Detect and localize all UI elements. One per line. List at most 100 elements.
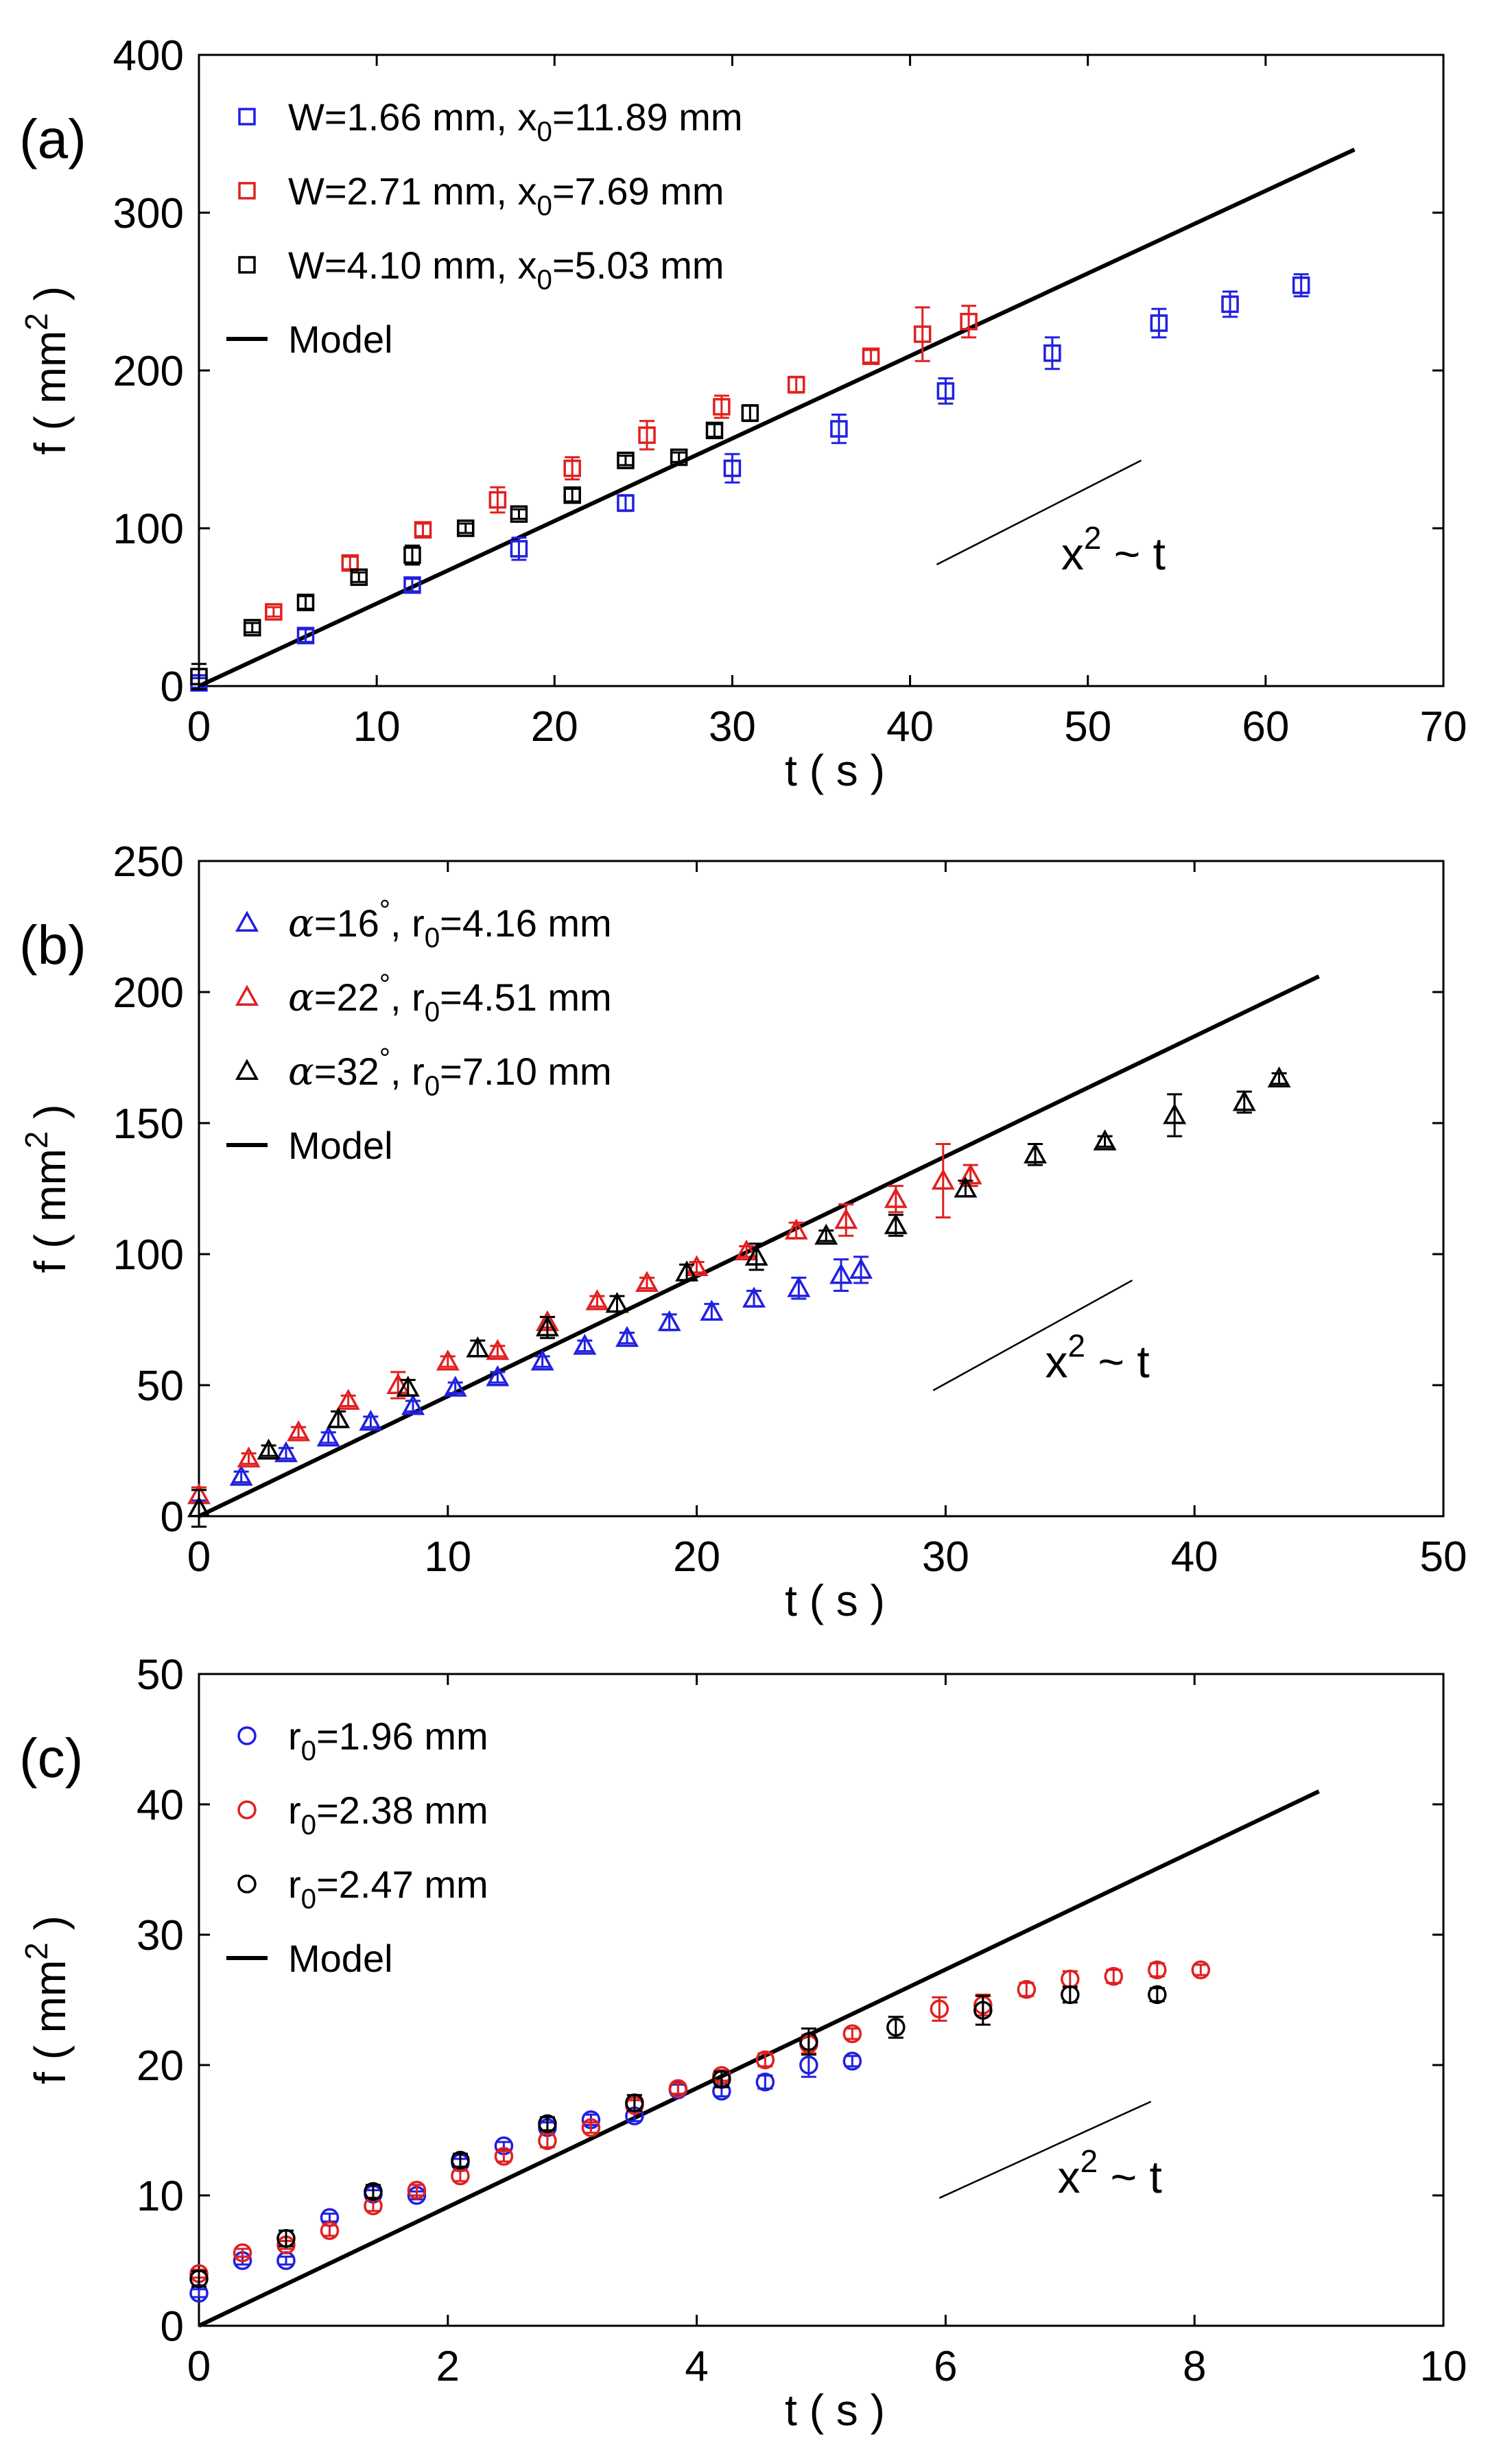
y-tick-label: 200: [113, 969, 184, 1017]
data-point: [605, 1291, 629, 1313]
data-point: [744, 1245, 768, 1266]
y-tick-label: 50: [137, 1651, 184, 1699]
data-point: [1150, 314, 1168, 332]
y-tick-label: 200: [113, 348, 184, 395]
data-point: [189, 2269, 209, 2289]
data-point: [466, 1336, 490, 1358]
legend-entry-2: W=2.71 mm, x0​=7.69 mm: [288, 169, 724, 222]
series-3: [190, 404, 759, 691]
data-point: [436, 1349, 460, 1371]
x-tick-label: 70: [1420, 703, 1467, 751]
data-point: [494, 2147, 514, 2166]
data-point: [936, 382, 955, 400]
data-point: [274, 1441, 298, 1463]
data-point: [1148, 1985, 1167, 2005]
data-point: [581, 2118, 601, 2137]
data-point: [538, 2114, 557, 2134]
data-point: [1221, 295, 1239, 314]
data-point: [638, 426, 656, 445]
x-tick-label: 30: [922, 1533, 969, 1581]
y-axis-label: f ( mm2 ): [19, 286, 75, 455]
x-tick-label: 2: [436, 2343, 460, 2390]
data-point: [700, 1299, 724, 1321]
data-point: [563, 459, 581, 478]
data-point: [954, 1176, 978, 1198]
scaling-guide-line: [936, 459, 1142, 566]
y-tick-label: 40: [137, 1782, 184, 1829]
legend-marker: [235, 910, 259, 932]
x-tick-label: 8: [1183, 2343, 1206, 2390]
model-line: [198, 974, 1320, 1518]
panel-label: (b): [19, 915, 86, 976]
data-point: [316, 1425, 340, 1447]
data-point: [712, 2070, 731, 2089]
model-line: [198, 148, 1356, 688]
data-point: [401, 1393, 425, 1415]
series-1: [190, 273, 1310, 692]
legend-marker: [235, 985, 259, 1006]
data-point: [741, 404, 759, 422]
legend: α=16°​, r0​=4.16 mm α=22°​, r0​=4.51 mm α=…: [226, 894, 612, 1167]
scaling-guide-line: [938, 2101, 1152, 2199]
data-point: [396, 1376, 420, 1397]
y-tick-label: 0: [161, 663, 184, 711]
panel-label: (a): [19, 108, 86, 169]
data-point: [713, 398, 731, 416]
legend-marker: [238, 182, 256, 200]
data-point: [735, 1239, 759, 1261]
panel-b: 0 10 20 30 40 50 0 50 100 150 200 250 t ( s ) f ( mm2…: [19, 838, 1467, 1625]
data-point: [287, 1420, 311, 1441]
y-axis-label: f ( mm2 ): [19, 1915, 75, 2084]
data-point: [1061, 1985, 1080, 2005]
legend-marker: [237, 1726, 257, 1745]
data-point: [443, 1376, 467, 1397]
x-tick-label: 10: [1420, 2343, 1467, 2390]
x-tick-label: 30: [709, 703, 756, 751]
data-point: [535, 1315, 559, 1336]
data-point: [573, 1334, 597, 1355]
x-tick-label: 40: [1171, 1533, 1218, 1581]
data-point: [336, 1389, 360, 1410]
data-point: [884, 1187, 908, 1208]
legend-entry-1: W=1.66 mm, x0​=11.89 mm: [288, 95, 743, 148]
data-point: [243, 619, 261, 637]
legend-marker: [238, 256, 256, 274]
data-point: [960, 312, 978, 331]
legend-marker: [235, 1059, 259, 1080]
data-point: [364, 2182, 383, 2202]
panel-c: 0 2 4 6 8 10 0 10 20 30 40 50 t ( s ) f ( mm2 ) (c) x2 …: [19, 1651, 1467, 2435]
data-point: [829, 1262, 853, 1284]
data-point: [799, 2055, 818, 2075]
data-point: [403, 576, 421, 594]
data-point: [296, 626, 315, 645]
y-tick-label: 400: [113, 32, 184, 80]
y-tick-label: 10: [137, 2173, 184, 2220]
legend: r0​=1.96 mm r0​=2.38 mm r0​=2.47 mm Model: [226, 1714, 488, 1980]
data-point: [257, 1438, 281, 1460]
data-point: [635, 1271, 659, 1292]
panel-label: (c): [19, 1728, 83, 1789]
y-tick-label: 50: [137, 1363, 184, 1410]
y-tick-label: 100: [113, 1231, 184, 1279]
data-point: [930, 1999, 949, 2019]
legend-entry-4: Model: [288, 1124, 393, 1167]
data-point: [849, 1258, 873, 1279]
data-point: [1232, 1089, 1256, 1111]
data-point: [190, 668, 208, 685]
scaling-label: x2 ~ t: [1046, 1328, 1150, 1387]
data-point: [886, 2018, 906, 2037]
data-point: [670, 448, 688, 467]
data-point: [1093, 1129, 1117, 1151]
legend-marker: [237, 1874, 257, 1894]
data-point: [617, 494, 635, 512]
series-3: [187, 1066, 1291, 1528]
data-point: [705, 421, 724, 440]
data-point: [1104, 1967, 1124, 1986]
data-point: [1043, 344, 1061, 362]
legend-entry-1: α=16°​, r0​=4.16 mm: [288, 894, 612, 954]
x-axis-label: t ( s ): [785, 746, 885, 795]
x-tick-label: 0: [187, 703, 211, 751]
y-tick-label: 0: [161, 2303, 184, 2350]
data-point: [187, 1496, 211, 1518]
series-3: [189, 1985, 1167, 2289]
